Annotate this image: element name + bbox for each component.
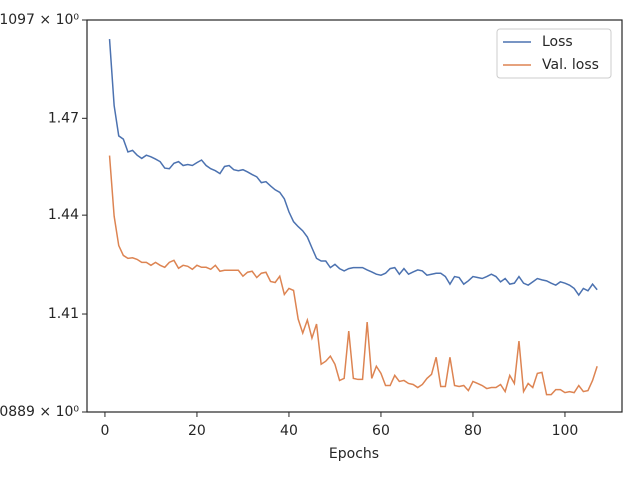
legend-label: Val. loss	[542, 57, 599, 73]
x-tick-label: 80	[464, 423, 482, 439]
x-tick-label: 40	[280, 423, 298, 439]
y-tick-label: 1.501097 × 10⁰	[0, 12, 79, 28]
y-tick-label: 1.41	[48, 306, 79, 322]
series-line	[108, 155, 598, 396]
x-tick-label: 20	[188, 423, 206, 439]
y-tick-label: 1.44	[48, 207, 79, 223]
y-tick-label: 1.47	[48, 110, 79, 126]
x-tick-label: 60	[372, 423, 390, 439]
plot-frame	[86, 19, 623, 413]
x-tick-label: 100	[552, 423, 579, 439]
legend-label: Loss	[542, 34, 573, 50]
x-axis-label: Epochs	[329, 446, 379, 462]
series-line	[108, 39, 598, 297]
x-tick-label: 0	[100, 423, 109, 439]
y-tick-label: 1.380889 × 10⁰	[0, 404, 79, 420]
